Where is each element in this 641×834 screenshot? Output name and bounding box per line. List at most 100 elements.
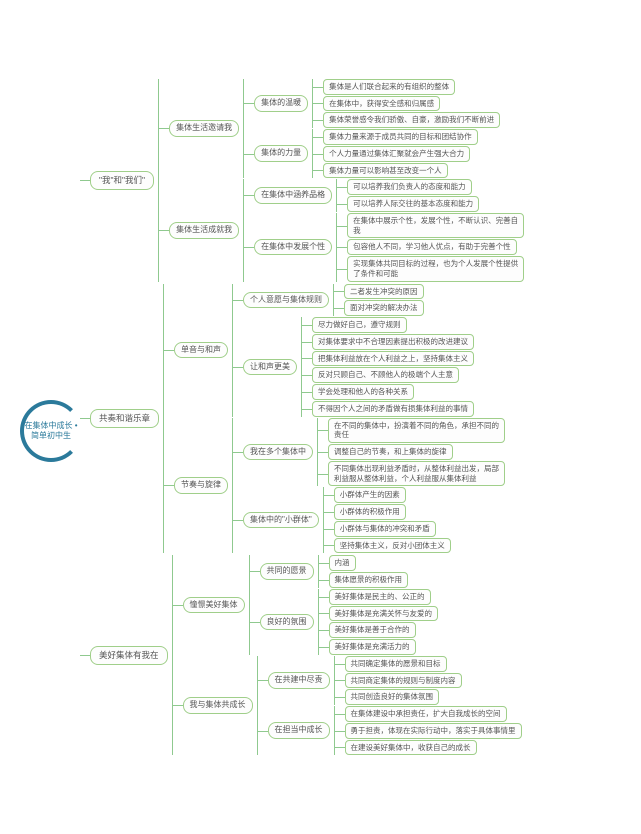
branch-node[interactable]: 共同的愿景 — [260, 563, 314, 579]
branch-node[interactable]: 在集体中发展个性 — [254, 239, 332, 255]
leaf-node[interactable]: 不得因个人之间的矛盾做有损集体利益的事情 — [312, 401, 474, 417]
branch: 对集体要求中不合理因素提出积极的改进建议 — [312, 334, 474, 350]
children-group: 共同的愿景内涵集体愿景的积极作用良好的氛围美好集体是民主的、公正的美好集体是充满… — [249, 555, 439, 655]
branch: 反对只顾自己、不顾他人的极端个人主意 — [312, 367, 474, 383]
leaf-node[interactable]: 集体荣誉感令我们骄傲、自豪，激励我们不断前进 — [323, 112, 500, 128]
leaf-node[interactable]: 集体力量来源于成员共同的目标和团结协作 — [323, 129, 478, 145]
branch: 调整自己的节奏，和上集体的旋律 — [328, 444, 505, 460]
leaf-node[interactable]: 集体力量可以影响甚至改变一个人 — [323, 163, 448, 179]
leaf-node[interactable]: 小群体产生的因素 — [334, 487, 406, 503]
root-node[interactable]: 在集体中成长 •简单初中生 — [20, 400, 82, 462]
branch-node[interactable]: 让和声更美 — [243, 359, 297, 375]
leaf-node[interactable]: 个人力量通过集体汇聚就会产生强大合力 — [323, 146, 470, 162]
branch: 美好集体是充满关怀与友爱的 — [329, 606, 439, 622]
branch-node[interactable]: 集体的力量 — [254, 145, 308, 161]
leaf-node[interactable]: 对集体要求中不合理因素提出积极的改进建议 — [312, 334, 474, 350]
branch-node[interactable]: 集体的温暖 — [254, 95, 308, 111]
branch: 内涵 — [329, 555, 409, 571]
branch: 集体的温暖集体是人们联合起来的有组织的整体在集体中，获得安全感和归属感集体荣誉感… — [254, 79, 500, 128]
branch: 共同商定集体的规则与制度内容 — [345, 673, 462, 689]
branch: 不得因个人之间的矛盾做有损集体利益的事情 — [312, 401, 474, 417]
leaf-node[interactable]: 面对冲突的解决办法 — [344, 300, 424, 316]
children-group: 内涵集体愿景的积极作用 — [318, 555, 409, 588]
children-group: 在集体中展示个性，发展个性，不断认识、完善自我包容他人不同，学习他人优点，有助于… — [336, 213, 524, 282]
children-group: 二者发生冲突的原因面对冲突的解决办法 — [333, 284, 424, 317]
branch: 集体中的"小群体"小群体产生的因素小群体的积极作用小群体与集体的冲突和矛盾坚持集… — [243, 487, 505, 553]
leaf-node[interactable]: 包容他人不同，学习他人优点，有助于完善个性 — [347, 239, 517, 255]
children-group: 小群体产生的因素小群体的积极作用小群体与集体的冲突和矛盾坚持集体主义，反对小团体… — [323, 487, 451, 553]
branch-node[interactable]: 美好集体有我在 — [90, 646, 168, 665]
leaf-node[interactable]: 美好集体是充满活力的 — [329, 639, 416, 655]
branch-node[interactable]: 憧憬美好集体 — [183, 597, 245, 613]
leaf-node[interactable]: 在集体中，获得安全感和归属感 — [323, 96, 440, 112]
branch-node[interactable]: 我在多个集体中 — [243, 444, 313, 460]
children-group: 集体力量来源于成员共同的目标和团结协作个人力量通过集体汇聚就会产生强大合力集体力… — [312, 129, 478, 178]
branch: 包容他人不同，学习他人优点，有助于完善个性 — [347, 239, 524, 255]
leaf-node[interactable]: 在集体中展示个性，发展个性，不断认识、完善自我 — [347, 213, 524, 239]
leaf-node[interactable]: 把集体利益放在个人利益之上，坚持集体主义 — [312, 351, 474, 367]
branch-node[interactable]: 集体生活成就我 — [169, 222, 239, 238]
leaf-node[interactable]: 可以培养我们负责人的态度和能力 — [347, 179, 472, 195]
leaf-node[interactable]: 内涵 — [329, 555, 356, 571]
leaf-node[interactable]: 在建设美好集体中，收获自己的成长 — [345, 740, 477, 756]
branch: 集体力量来源于成员共同的目标和团结协作 — [323, 129, 478, 145]
children-group: 可以培养我们负责人的态度和能力可以培养人际交往的基本态度和能力 — [336, 179, 479, 212]
leaf-node[interactable]: 尽力做好自己，遵守规则 — [312, 317, 407, 333]
leaf-node[interactable]: 集体愿景的积极作用 — [329, 572, 409, 588]
leaf-node[interactable]: 二者发生冲突的原因 — [344, 284, 424, 300]
leaf-node[interactable]: 反对只顾自己、不顾他人的极端个人主意 — [312, 367, 459, 383]
branch: 共同创造良好的集体氛围 — [345, 689, 462, 705]
leaf-node[interactable]: 集体是人们联合起来的有组织的整体 — [323, 79, 455, 95]
leaf-node[interactable]: 共同确定集体的愿景和目标 — [345, 656, 447, 672]
leaf-node[interactable]: 实现集体共同目标的过程，也为个人发展个性提供了条件和可能 — [347, 256, 524, 282]
leaf-node[interactable]: 学会处理和他人的各种关系 — [312, 384, 414, 400]
leaf-node[interactable]: 在集体建设中承担责任，扩大自我成长的空间 — [345, 706, 507, 722]
branch: 集体愿景的积极作用 — [329, 572, 409, 588]
branch-node[interactable]: 单音与和声 — [174, 342, 228, 358]
leaf-node[interactable]: 在不同的集体中，扮演着不同的角色，承担不同的责任 — [328, 418, 505, 444]
leaf-node[interactable]: 共同创造良好的集体氛围 — [345, 689, 440, 705]
branch: 在集体中展示个性，发展个性，不断认识、完善自我 — [347, 213, 524, 239]
branch-node[interactable]: 在共建中尽责 — [268, 672, 330, 688]
leaf-node[interactable]: 调整自己的节奏，和上集体的旋律 — [328, 444, 453, 460]
leaf-node[interactable]: 不同集体出现利益矛盾时，从整体利益出发，局部利益服从整体利益，个人利益服从集体利… — [328, 461, 505, 487]
branch-node[interactable]: "我"和"我们" — [90, 171, 154, 190]
children-group: 集体生活邀请我集体的温暖集体是人们联合起来的有组织的整体在集体中，获得安全感和归… — [158, 79, 524, 282]
children-group: 个人意愿与集体规则二者发生冲突的原因面对冲突的解决办法让和声更美 尽力做好自己，遵… — [232, 284, 474, 417]
leaf-node[interactable]: 美好集体是民主的、公正的 — [329, 589, 431, 605]
branch-node[interactable]: 我与集体共成长 — [183, 697, 253, 713]
children-group: 美好集体是民主的、公正的美好集体是充满关怀与友爱的美好集体是善于合作的美好集体是… — [318, 589, 439, 655]
branch: 面对冲突的解决办法 — [344, 300, 424, 316]
branch: 小群体的积极作用 — [334, 504, 451, 520]
children-group: 我在多个集体中在不同的集体中，扮演着不同的角色，承担不同的责任调整自己的节奏，和… — [232, 418, 505, 554]
branch: 美好集体有我在憧憬美好集体共同的愿景内涵集体愿景的积极作用良好的氛围美好集体是民… — [90, 555, 524, 755]
branch-node[interactable]: 共奏和谐乐章 — [90, 409, 159, 428]
branch-node[interactable]: 集体生活邀请我 — [169, 120, 239, 136]
branch: 我在多个集体中在不同的集体中，扮演着不同的角色，承担不同的责任调整自己的节奏，和… — [243, 418, 505, 487]
branch-node[interactable]: 良好的氛围 — [260, 614, 314, 630]
leaf-node[interactable]: 美好集体是充满关怀与友爱的 — [329, 606, 439, 622]
branch: 在建设美好集体中，收获自己的成长 — [345, 740, 522, 756]
branch: 集体生活成就我在集体中涵养品格可以培养我们负责人的态度和能力可以培养人际交往的基… — [169, 179, 524, 281]
leaf-node[interactable]: 可以培养人际交往的基本态度和能力 — [347, 196, 479, 212]
branch: 小群体产生的因素 — [334, 487, 451, 503]
branch: 在集体中涵养品格可以培养我们负责人的态度和能力可以培养人际交往的基本态度和能力 — [254, 179, 524, 212]
branch: 让和声更美 尽力做好自己，遵守规则对集体要求中不合理因素提出积极的改进建议把集体利… — [243, 317, 474, 417]
leaf-node[interactable]: 坚持集体主义，反对小团体主义 — [334, 538, 451, 554]
branch: 学会处理和他人的各种关系 — [312, 384, 474, 400]
leaf-node[interactable]: 美好集体是善于合作的 — [329, 622, 416, 638]
branch-node[interactable]: 在担当中成长 — [268, 722, 330, 738]
children-group: 集体的温暖集体是人们联合起来的有组织的整体在集体中，获得安全感和归属感集体荣誉感… — [243, 79, 500, 179]
branch: 在共建中尽责共同确定集体的愿景和目标共同商定集体的规则与制度内容共同创造良好的集… — [268, 656, 522, 705]
branch-node[interactable]: 在集体中涵养品格 — [254, 187, 332, 203]
branch-node[interactable]: 集体中的"小群体" — [243, 512, 319, 528]
leaf-node[interactable]: 小群体与集体的冲突和矛盾 — [334, 521, 436, 537]
leaf-node[interactable]: 小群体的积极作用 — [334, 504, 406, 520]
branch-node[interactable]: 个人意愿与集体规则 — [243, 292, 329, 308]
branch-node[interactable]: 节奏与旋律 — [174, 477, 228, 493]
branch: 在不同的集体中，扮演着不同的角色，承担不同的责任 — [328, 418, 505, 444]
branch: 个人意愿与集体规则二者发生冲突的原因面对冲突的解决办法 — [243, 284, 474, 317]
leaf-node[interactable]: 勇于担责，体现在实际行动中，落实于具体事情里 — [345, 723, 522, 739]
branch: 在担当中成长在集体建设中承担责任，扩大自我成长的空间勇于担责，体现在实际行动中，… — [268, 706, 522, 755]
leaf-node[interactable]: 共同商定集体的规则与制度内容 — [345, 673, 462, 689]
